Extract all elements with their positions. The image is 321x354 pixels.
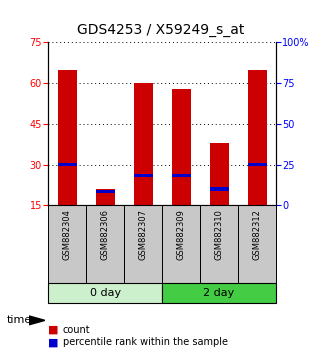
Bar [210, 143, 229, 205]
Text: GDS4253 / X59249_s_at: GDS4253 / X59249_s_at [77, 23, 244, 37]
Bar [172, 174, 191, 177]
Text: time: time [6, 315, 32, 325]
Bar [124, 205, 162, 283]
Text: GSM882310: GSM882310 [214, 209, 224, 260]
Polygon shape [29, 316, 45, 325]
Bar [48, 283, 162, 303]
Bar [162, 283, 276, 303]
Text: 0 day: 0 day [90, 288, 121, 298]
Bar [58, 163, 77, 166]
Text: count: count [63, 325, 90, 335]
Text: GSM882306: GSM882306 [100, 209, 110, 260]
Bar [86, 205, 124, 283]
Bar [200, 205, 238, 283]
Bar [134, 174, 152, 177]
Bar [48, 205, 86, 283]
Bar [96, 190, 115, 193]
Bar [247, 163, 266, 166]
Text: GSM882307: GSM882307 [139, 209, 148, 260]
Bar [96, 189, 115, 205]
Bar [247, 70, 266, 205]
Text: ■: ■ [48, 325, 59, 335]
Bar [58, 70, 77, 205]
Text: ■: ■ [48, 337, 59, 347]
Text: percentile rank within the sample: percentile rank within the sample [63, 337, 228, 347]
Text: GSM882309: GSM882309 [177, 209, 186, 260]
Bar [162, 205, 200, 283]
Text: GSM882312: GSM882312 [253, 209, 262, 260]
Bar [210, 187, 229, 191]
Bar [238, 205, 276, 283]
Bar [172, 88, 191, 205]
Bar [134, 83, 152, 205]
Text: 2 day: 2 day [204, 288, 235, 298]
Text: GSM882304: GSM882304 [63, 209, 72, 260]
